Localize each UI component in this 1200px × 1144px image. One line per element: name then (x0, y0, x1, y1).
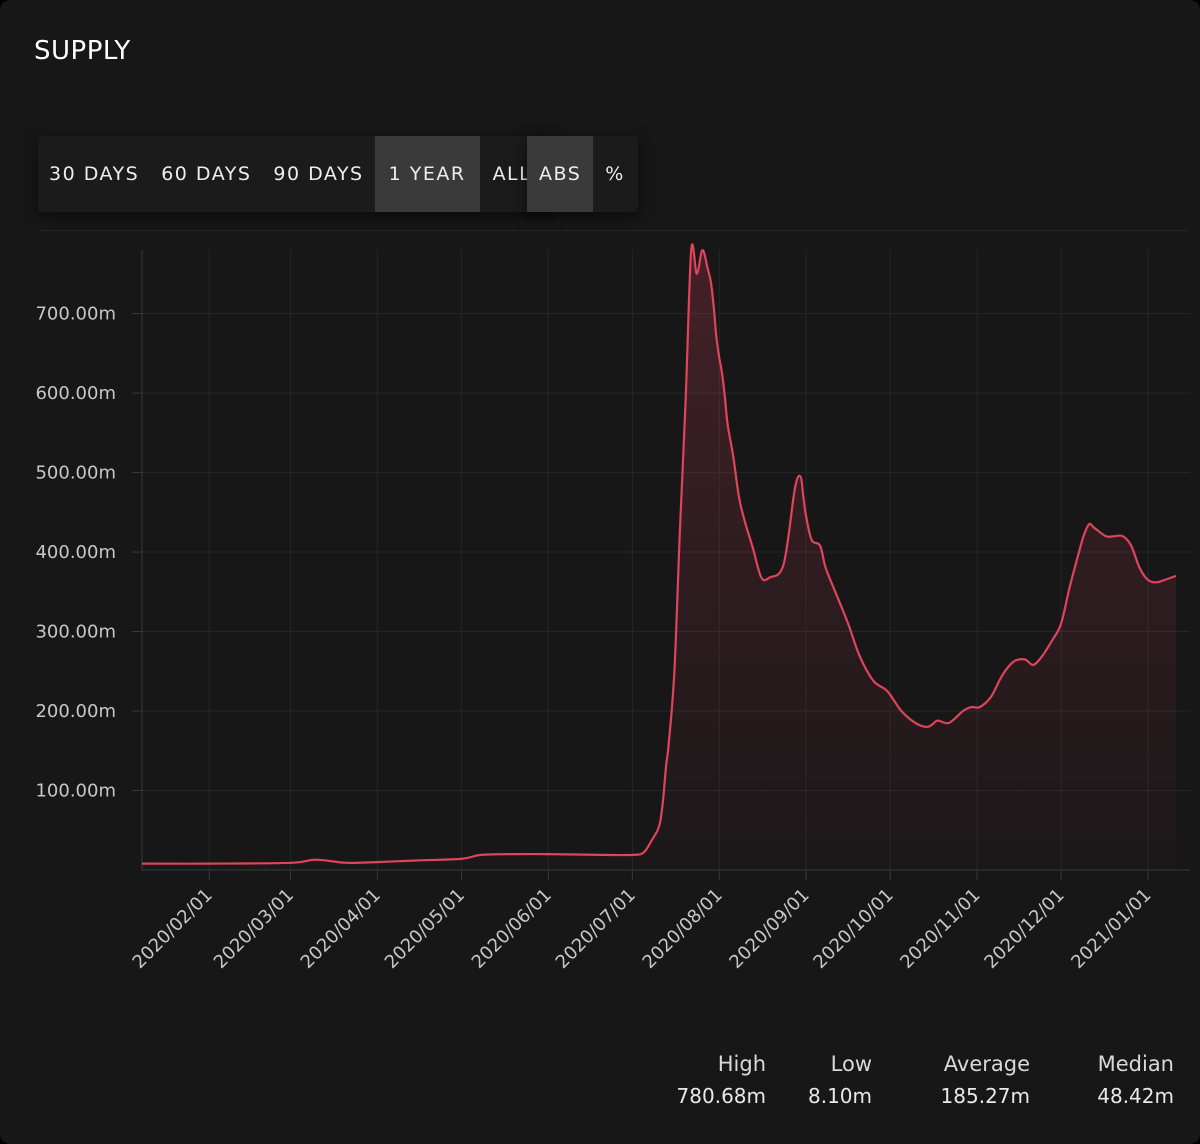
range-all-button[interactable]: ALL (492, 163, 532, 185)
y-tick-label: 100.00m (35, 781, 116, 802)
x-tick-label: 2020/06/01 (468, 885, 556, 973)
x-tick-label: 2020/08/01 (639, 885, 727, 973)
series-line (141, 243, 1177, 865)
stat-low: Low 8.10m (766, 1052, 872, 1108)
series-area (142, 244, 1176, 870)
x-tick-label: 2020/04/01 (297, 885, 385, 973)
x-tick-label: 2020/11/01 (896, 885, 984, 973)
stat-low-label: Low (830, 1052, 872, 1076)
x-tick-label: 2020/07/01 (552, 885, 640, 973)
x-tick-label: 2020/12/01 (980, 885, 1068, 973)
y-tick-label: 300.00m (35, 622, 116, 643)
x-tick-label: 2020/05/01 (381, 885, 469, 973)
stat-median-label: Median (1097, 1052, 1174, 1076)
stats-summary: High 780.68m Low 8.10m Average 185.27m M… (656, 1052, 1174, 1108)
stat-median: Median 48.42m (1030, 1052, 1174, 1108)
range-button-group: 30 DAYS 60 DAYS 90 DAYS 1 YEAR ALL (38, 136, 554, 212)
x-tick-label: 2020/02/01 (129, 885, 217, 973)
y-tick-label: 700.00m (35, 304, 116, 325)
x-tick-label: 2020/09/01 (725, 885, 813, 973)
x-tick-label: 2021/01/01 (1067, 885, 1155, 973)
stat-high: High 780.68m (656, 1052, 766, 1108)
stat-average-value: 185.27m (940, 1084, 1030, 1108)
mode-button-group: ABS % (527, 136, 638, 212)
stat-average-label: Average (943, 1052, 1030, 1076)
y-tick-label: 600.00m (35, 383, 116, 404)
x-tick-label: 2020/03/01 (210, 885, 298, 973)
range-90-days-button[interactable]: 90 DAYS (273, 163, 364, 185)
toolbar-divider (38, 230, 1188, 231)
stat-average: Average 185.27m (872, 1052, 1030, 1108)
mode-percent-button[interactable]: % (605, 163, 625, 185)
panel-title: SUPPLY (34, 36, 131, 66)
stat-low-value: 8.10m (807, 1084, 872, 1108)
x-tick-label: 2020/10/01 (810, 885, 898, 973)
y-tick-label: 500.00m (35, 463, 116, 484)
y-tick-label: 400.00m (35, 542, 116, 563)
stat-high-value: 780.68m (676, 1084, 766, 1108)
range-60-days-button[interactable]: 60 DAYS (161, 163, 252, 185)
range-1-year-button[interactable]: 1 YEAR (374, 136, 480, 212)
range-30-days-button[interactable]: 30 DAYS (49, 163, 140, 185)
mode-abs-button[interactable]: ABS (527, 136, 594, 212)
stat-high-label: High (717, 1052, 766, 1076)
stat-median-value: 48.42m (1097, 1084, 1174, 1108)
y-tick-label: 200.00m (35, 701, 116, 722)
